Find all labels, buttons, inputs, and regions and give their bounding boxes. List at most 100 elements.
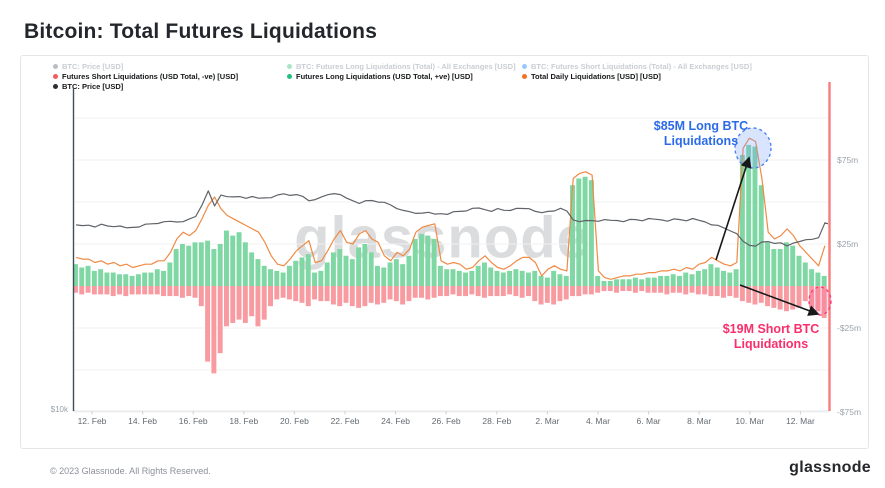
long-liquidation-bar — [324, 262, 330, 286]
short-liquidation-bar — [783, 286, 789, 312]
long-liquidation-bar — [658, 275, 664, 286]
long-liquidation-bar — [677, 275, 682, 286]
annotation-text: $85M Long BTC — [653, 119, 749, 133]
short-liquidation-bar — [198, 286, 204, 307]
short-liquidation-bar — [481, 286, 487, 298]
long-annotation-arrow — [715, 156, 752, 261]
long-liquidation-bar — [582, 176, 588, 286]
long-liquidation-bar — [563, 275, 569, 286]
long-liquidation-bar — [444, 269, 450, 286]
short-liquidation-bar — [330, 286, 336, 305]
short-liquidation-bar — [758, 286, 764, 303]
x-axis-label: 14. Feb — [128, 416, 157, 426]
legend-item-btc-futures-long-hidden[interactable]: BTC: Futures Long Liquidations (Total) -… — [287, 62, 516, 71]
legend-item-label: BTC: Futures Long Liquidations (Total) -… — [296, 62, 516, 71]
long-liquidations-annotation: $85M Long BTC Liquidations — [640, 119, 762, 149]
short-liquidation-bar — [343, 286, 349, 303]
price-axis-label: $10k — [51, 405, 69, 414]
short-liquidation-bar — [582, 286, 588, 295]
chart-legend: BTC: Price [USD] Futures Short Liquidati… — [21, 56, 868, 96]
short-liquidation-bar — [456, 286, 462, 297]
long-liquidation-bar — [645, 277, 651, 286]
legend-item-total-daily-liquidations[interactable]: Total Daily Liquidations [USD] [USD] — [522, 72, 752, 81]
short-liquidation-bar — [658, 286, 664, 293]
legend-dot-icon — [53, 74, 58, 79]
short-liquidation-bar — [651, 286, 657, 293]
long-liquidation-bar — [161, 270, 167, 286]
long-liquidation-bar — [104, 272, 110, 286]
short-liquidation-bar — [721, 286, 726, 298]
long-liquidation-bar — [293, 260, 299, 286]
legend-item-btc-price-hidden[interactable]: BTC: Price [USD] — [53, 62, 238, 71]
long-liquidation-bar — [406, 255, 412, 286]
long-liquidation-bar — [205, 240, 211, 286]
long-liquidation-bar — [595, 275, 601, 286]
long-liquidation-bar — [400, 264, 406, 286]
long-liquidation-bar — [142, 272, 148, 286]
long-liquidation-bar — [765, 242, 771, 286]
x-axis-label: 24. Feb — [381, 416, 410, 426]
long-liquidation-bar — [129, 275, 135, 286]
long-liquidation-bar — [135, 274, 141, 286]
long-liquidation-bar — [557, 274, 563, 286]
long-liquidation-bar — [268, 269, 273, 286]
short-liquidation-bar — [601, 286, 607, 292]
x-axis-label: 2. Mar — [535, 416, 559, 426]
short-liquidation-bar — [217, 286, 223, 354]
long-liquidation-bar — [393, 259, 399, 286]
short-liquidation-bar — [500, 286, 506, 297]
short-liquidation-bar — [469, 286, 475, 295]
short-liquidation-bar — [205, 286, 211, 362]
long-liquidation-bar — [463, 272, 469, 286]
legend-item-btc-futures-short-hidden[interactable]: BTC: Futures Short Liquidations (Total) … — [522, 62, 752, 71]
short-liquidation-bar — [280, 286, 286, 298]
legend-item-futures-short-liquidations[interactable]: Futures Short Liquidations (USD Total, -… — [53, 72, 238, 81]
x-axis-label: 12. Mar — [786, 416, 815, 426]
short-liquidation-bar — [620, 286, 626, 292]
short-liquidation-bar — [419, 286, 424, 298]
long-liquidation-bar — [73, 264, 78, 286]
long-liquidation-bar — [242, 242, 248, 286]
long-liquidation-bar — [312, 272, 318, 286]
short-liquidation-bar — [192, 286, 198, 298]
long-liquidation-bar — [154, 269, 160, 286]
long-liquidation-bar — [167, 262, 173, 286]
long-liquidation-bar — [91, 270, 97, 286]
legend-dot-icon — [53, 84, 58, 89]
long-liquidation-bar — [249, 252, 255, 286]
short-liquidation-bar — [104, 286, 110, 295]
long-liquidation-bar — [450, 269, 456, 286]
x-axis-label: 4. Mar — [586, 416, 610, 426]
legend-dot-icon — [522, 64, 527, 69]
long-liquidation-bar — [305, 254, 311, 286]
short-liquidation-bar — [588, 286, 594, 295]
short-liquidation-bar — [425, 286, 431, 300]
long-liquidation-bar — [179, 244, 185, 286]
short-liquidation-bar — [85, 286, 91, 293]
short-liquidation-bar — [437, 286, 443, 297]
long-liquidation-bar — [217, 244, 223, 286]
long-liquidation-bar — [362, 244, 368, 286]
short-liquidation-bar — [154, 286, 160, 295]
long-liquidation-bar — [173, 249, 179, 286]
short-liquidation-bar — [551, 286, 557, 305]
short-liquidation-bar — [695, 286, 701, 295]
short-liquidation-bar — [324, 286, 330, 302]
short-liquidation-bar — [293, 286, 299, 302]
long-liquidation-bar — [198, 242, 204, 286]
short-liquidation-bar — [444, 286, 450, 297]
legend-item-btc-price[interactable]: BTC: Price [USD] — [53, 82, 238, 91]
short-liquidation-bar — [129, 286, 135, 295]
short-liquidation-bar — [312, 286, 318, 300]
long-liquidation-bar — [437, 265, 443, 286]
usd-axis-label: $25m — [837, 239, 858, 249]
legend-dot-icon — [53, 64, 58, 69]
long-liquidation-bar — [356, 247, 362, 286]
short-liquidation-bar — [538, 286, 544, 305]
long-liquidation-bar — [148, 272, 154, 286]
short-liquidation-bar — [463, 286, 469, 297]
short-liquidation-bar — [362, 286, 368, 307]
legend-item-futures-long-liquidations[interactable]: Futures Long Liquidations (USD Total, +v… — [287, 72, 516, 81]
short-liquidation-bar — [607, 286, 613, 292]
